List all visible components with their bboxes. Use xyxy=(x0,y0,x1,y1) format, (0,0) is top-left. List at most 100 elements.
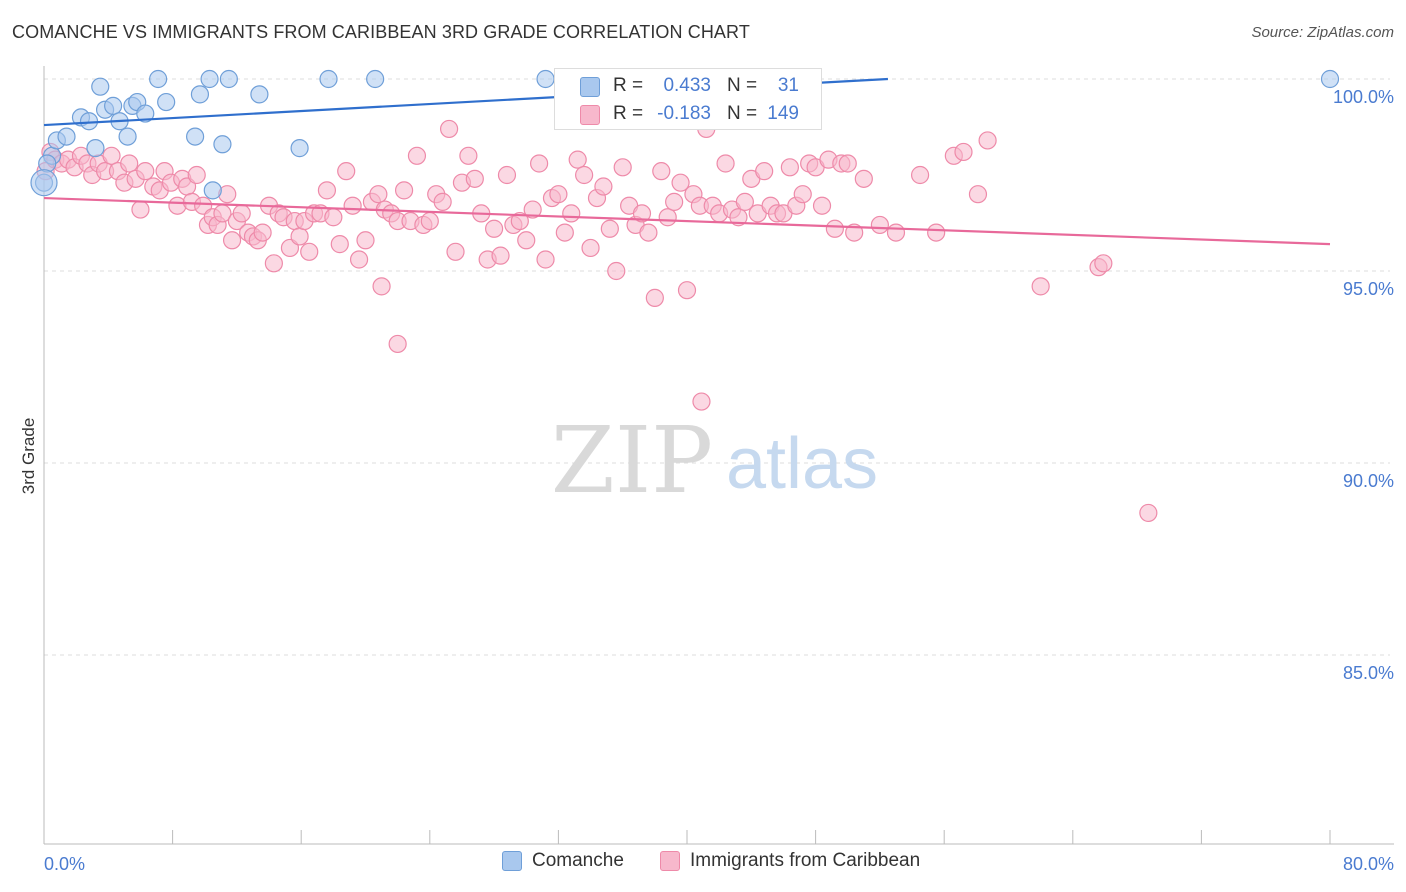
point-immigrants-from-caribbean xyxy=(407,146,427,165)
point-immigrants-from-caribbean xyxy=(568,150,587,169)
point-immigrants-from-caribbean xyxy=(613,158,632,177)
legend-label-caribbean: Immigrants from Caribbean xyxy=(690,850,921,871)
point-immigrants-from-caribbean xyxy=(692,392,711,411)
point-immigrants-from-caribbean xyxy=(187,165,206,185)
point-immigrants-from-caribbean xyxy=(594,177,613,196)
point-immigrants-from-caribbean xyxy=(968,185,988,204)
stats-n-value: 149 xyxy=(767,103,799,124)
point-comanche xyxy=(536,69,555,89)
chart-title: COMANCHE VS IMMIGRANTS FROM CARIBBEAN 3R… xyxy=(12,22,750,42)
point-comanche-large xyxy=(30,169,58,197)
stats-r-label: R = xyxy=(613,75,644,96)
stats-n-value: 31 xyxy=(777,75,799,96)
point-immigrants-from-caribbean xyxy=(927,223,946,242)
point-immigrants-from-caribbean xyxy=(337,162,356,181)
point-immigrants-from-caribbean xyxy=(300,242,319,261)
point-immigrants-from-caribbean xyxy=(845,223,864,242)
point-immigrants-from-caribbean xyxy=(131,200,150,219)
point-immigrants-from-caribbean xyxy=(324,208,343,227)
stats-r-value: -0.183 xyxy=(657,103,711,124)
point-immigrants-from-caribbean xyxy=(793,185,812,204)
point-immigrants-from-caribbean xyxy=(838,154,857,173)
watermark: ZIP atlas xyxy=(551,407,878,514)
stats-row-comanche: R = 0.433 N = 31 xyxy=(555,71,823,101)
point-immigrants-from-caribbean xyxy=(222,231,242,250)
point-comanche xyxy=(290,139,309,158)
legend-swatch-comanche xyxy=(502,851,522,871)
point-immigrants-from-caribbean xyxy=(372,277,391,296)
y-tick-label: 100.0% xyxy=(1333,87,1394,107)
point-comanche xyxy=(57,127,76,146)
stats-swatch-comanche xyxy=(580,77,600,97)
point-comanche xyxy=(1320,69,1340,89)
point-comanche xyxy=(213,135,232,154)
point-immigrants-from-caribbean xyxy=(555,223,574,242)
point-comanche xyxy=(250,85,269,104)
point-immigrants-from-caribbean xyxy=(349,250,369,269)
point-immigrants-from-caribbean xyxy=(439,119,459,139)
legend-item-caribbean: Immigrants from Caribbean xyxy=(660,850,920,872)
point-immigrants-from-caribbean xyxy=(120,154,139,173)
point-immigrants-from-caribbean xyxy=(575,165,594,185)
point-comanche xyxy=(91,77,110,96)
point-immigrants-from-caribbean xyxy=(1031,277,1050,296)
point-comanche xyxy=(157,92,176,112)
point-comanche xyxy=(118,127,137,146)
point-immigrants-from-caribbean xyxy=(645,288,664,307)
legend-label-comanche: Comanche xyxy=(532,850,624,871)
point-immigrants-from-caribbean xyxy=(658,208,677,227)
point-immigrants-from-caribbean xyxy=(388,334,407,354)
point-immigrants-from-caribbean xyxy=(330,235,349,254)
point-immigrants-from-caribbean xyxy=(886,223,906,242)
point-comanche xyxy=(86,139,105,158)
point-immigrants-from-caribbean xyxy=(812,196,832,215)
point-immigrants-from-caribbean xyxy=(530,154,549,173)
x-tick-label: 80.0% xyxy=(1343,854,1394,874)
point-immigrants-from-caribbean xyxy=(729,208,748,227)
stats-box: R = 0.433 N = 31 R = -0.183 N = 149 xyxy=(554,68,822,130)
point-immigrants-from-caribbean xyxy=(677,281,697,300)
y-tick-labels: 100.0% 95.0% 90.0% 85.0% xyxy=(1333,87,1394,683)
y-tick-label: 95.0% xyxy=(1343,279,1394,299)
point-immigrants-from-caribbean xyxy=(1139,503,1158,523)
source-label: Source: ZipAtlas.com xyxy=(1251,24,1394,41)
point-immigrants-from-caribbean xyxy=(290,227,309,246)
watermark-atlas: atlas xyxy=(726,424,878,504)
point-immigrants-from-caribbean xyxy=(356,231,375,250)
point-immigrants-from-caribbean xyxy=(420,211,439,231)
point-immigrants-from-caribbean xyxy=(854,169,873,188)
point-comanche xyxy=(149,69,168,89)
point-immigrants-from-caribbean xyxy=(600,219,619,238)
stats-row-caribbean: R = -0.183 N = 149 xyxy=(555,99,823,129)
stats-r-label: R = xyxy=(613,103,644,124)
point-immigrants-from-caribbean xyxy=(825,219,844,238)
y-tick-label: 90.0% xyxy=(1343,471,1394,491)
point-immigrants-from-caribbean xyxy=(232,204,251,223)
point-comanche xyxy=(186,127,205,146)
axes xyxy=(43,66,1394,845)
point-comanche xyxy=(319,69,338,89)
point-immigrants-from-caribbean xyxy=(870,215,890,235)
point-immigrants-from-caribbean xyxy=(607,261,626,281)
point-immigrants-from-caribbean xyxy=(264,254,283,273)
point-immigrants-from-caribbean xyxy=(755,162,774,181)
point-comanche xyxy=(366,69,385,89)
point-immigrants-from-caribbean xyxy=(549,185,568,204)
point-immigrants-from-caribbean xyxy=(517,231,536,250)
point-immigrants-from-caribbean xyxy=(253,223,272,242)
point-immigrants-from-caribbean xyxy=(978,131,997,150)
point-immigrants-from-caribbean xyxy=(954,142,973,162)
y-tick-label: 85.0% xyxy=(1343,663,1394,683)
point-immigrants-from-caribbean xyxy=(497,165,517,185)
point-immigrants-from-caribbean xyxy=(343,196,362,215)
point-immigrants-from-caribbean xyxy=(665,192,684,211)
point-immigrants-from-caribbean xyxy=(735,192,754,211)
legend-item-comanche: Comanche xyxy=(502,850,624,872)
point-comanche xyxy=(104,96,123,115)
point-comanche xyxy=(200,69,219,89)
point-comanche xyxy=(136,104,155,123)
stats-swatch-caribbean xyxy=(580,105,600,125)
point-immigrants-from-caribbean xyxy=(433,192,452,211)
point-immigrants-from-caribbean xyxy=(562,204,581,223)
